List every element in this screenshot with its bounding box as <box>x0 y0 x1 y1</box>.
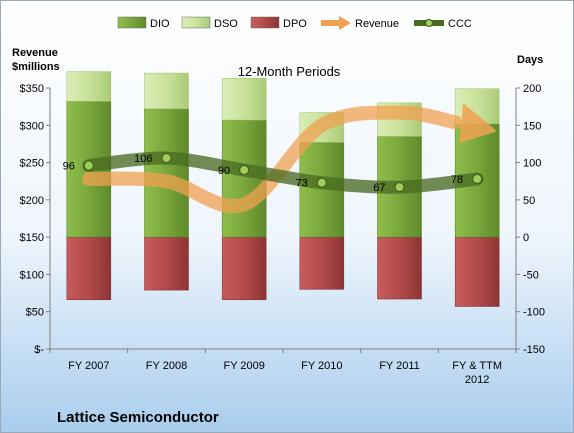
ccc-point <box>316 177 327 188</box>
bar-dso <box>221 78 267 121</box>
right-tick-label: -100 <box>523 307 545 319</box>
left-tick-label: $350 <box>20 83 44 95</box>
ccc-data-label: 73 <box>296 178 308 190</box>
legend-swatch-marker <box>425 19 433 27</box>
right-tick-label: 150 <box>523 120 541 132</box>
left-tick-label: $100 <box>20 269 44 281</box>
right-tick-label: 50 <box>523 195 535 207</box>
legend-label: Revenue <box>355 18 399 30</box>
ccc-point <box>83 160 94 171</box>
legend-label: CCC <box>448 18 472 30</box>
ccc-data-label: 106 <box>134 153 152 165</box>
x-category-label: FY 2010 <box>301 360 342 372</box>
left-axis-title-line2: $millions <box>12 61 60 73</box>
ccc-point <box>394 182 405 193</box>
right-axis-title: Days <box>517 54 543 66</box>
left-tick-label: $50 <box>26 307 44 319</box>
left-tick-label: $- <box>34 344 44 356</box>
bar-dpo <box>377 236 422 300</box>
bar-dpo <box>221 236 267 301</box>
bar-dpo <box>299 236 345 290</box>
x-category-label: FY 2008 <box>146 360 187 372</box>
legend-item-revenue: Revenue <box>321 16 399 30</box>
lines: 96 106 90 73 67 78 <box>63 103 498 214</box>
legend-label: DPO <box>283 18 307 30</box>
ccc-point <box>161 153 172 164</box>
bar-dso <box>66 71 112 102</box>
legend-item-ccc: CCC <box>414 18 472 30</box>
revenue-arrow-head <box>459 103 498 144</box>
axes: $- $50 $100 $150 $200 $250 $300 $350 -150 -100 -50… <box>20 83 546 356</box>
ccc-data-label: 90 <box>218 165 230 177</box>
legend-label: DIO <box>150 18 170 30</box>
legend-swatch-arrowhead <box>339 16 351 30</box>
bar-dpo <box>454 236 500 307</box>
company-name: Lattice Semiconductor <box>57 409 219 426</box>
legend-swatch <box>181 16 211 29</box>
ccc-point <box>472 173 483 184</box>
left-tick-label: $200 <box>20 195 44 207</box>
left-tick-label: $250 <box>20 158 44 170</box>
right-tick-label: 200 <box>523 83 541 95</box>
left-tick-label: $300 <box>20 120 44 132</box>
legend-swatch <box>117 16 147 29</box>
chart-subtitle: 12-Month Periods <box>238 64 341 79</box>
right-tick-label: -150 <box>523 344 545 356</box>
legend: DIO DSO DPO Revenue CCC <box>117 16 472 30</box>
ccc-data-label: 96 <box>63 161 75 173</box>
ccc-data-label: 78 <box>451 174 463 186</box>
right-tick-label: 0 <box>523 232 529 244</box>
x-category-label: FY & TTM 2012 <box>452 360 502 386</box>
ccc-point <box>239 165 250 176</box>
bar-dpo <box>66 236 112 301</box>
right-tick-label: -50 <box>523 269 539 281</box>
x-category-label: FY 2011 <box>379 360 420 372</box>
ccc-data-label: 67 <box>373 182 385 194</box>
ccc-line <box>82 151 484 194</box>
x-category-label: FY 2009 <box>223 360 264 372</box>
left-tick-label: $150 <box>20 232 44 244</box>
left-axis-title-line1: Revenue <box>12 47 58 59</box>
legend-item-dso: DSO <box>181 16 238 30</box>
bar-dpo <box>144 236 189 291</box>
legend-swatch <box>250 16 280 29</box>
x-axis-labels: FY 2007 FY 2008 FY 2009 FY 2010 FY 2011 FY & … <box>68 360 502 386</box>
legend-label: DSO <box>214 18 238 30</box>
right-tick-label: 100 <box>523 158 541 170</box>
bar-dso <box>144 72 189 110</box>
legend-item-dio: DIO <box>117 16 170 30</box>
legend-item-dpo: DPO <box>250 16 307 30</box>
x-category-label: FY 2007 <box>68 360 109 372</box>
